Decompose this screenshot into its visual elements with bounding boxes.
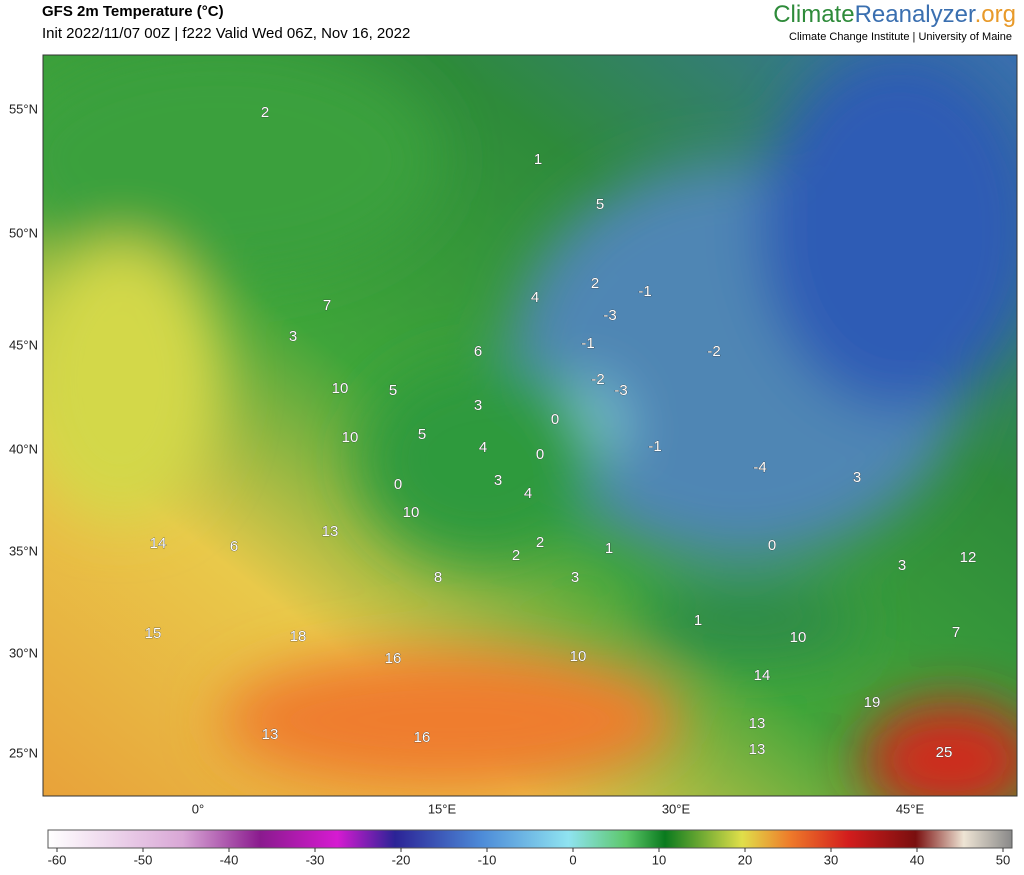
temperature-label: 4 [524,485,532,502]
colorbar-label: -50 [134,852,153,867]
title: GFS 2m Temperature (°C) [42,3,224,20]
institute: Climate Change Institute | University of… [789,31,1012,43]
temperature-label: 3 [494,472,502,489]
temperature-label: 6 [230,538,238,555]
temperature-label: 10 [332,380,349,397]
colorbar-label: -10 [478,852,497,867]
temperature-label: 3 [474,397,482,414]
temperature-label: 3 [898,557,906,574]
temperature-label: 4 [479,439,487,456]
colorbar-label: -60 [48,852,67,867]
temperature-label: 13 [262,726,279,743]
temperature-label: 7 [323,297,331,314]
temperature-label: 13 [749,715,766,732]
temperature-label: 0 [768,537,776,554]
temperature-label: 3 [289,328,297,345]
colorbar-label: 0 [569,852,576,867]
lon-label: 0° [192,801,204,816]
colorbar-label: -30 [306,852,325,867]
temperature-label: 5 [389,382,397,399]
temperature-label: 1 [605,540,613,557]
colorbar-label: -20 [392,852,411,867]
brand-part: .org [975,1,1016,28]
colorbar [47,829,1013,849]
temperature-label: -2 [707,343,720,360]
temperature-label: 14 [150,535,167,552]
temperature-label: 10 [342,429,359,446]
lon-label: 15°E [428,801,457,816]
temperature-label: 1 [694,612,702,629]
colorbar-label: 10 [652,852,666,867]
temperature-label: 13 [322,523,339,540]
temperature-label: -1 [638,283,651,300]
temperature-label: 16 [385,650,402,667]
colorbar-label: 30 [824,852,838,867]
lat-label: 35°N [9,543,38,558]
temperature-label: 10 [570,648,587,665]
temperature-label: 2 [261,104,269,121]
lat-label: 30°N [9,645,38,660]
temperature-label: 2 [536,534,544,551]
temperature-label: 19 [864,694,881,711]
colorbar-label: 40 [910,852,924,867]
lat-label: 40°N [9,441,38,456]
temperature-label: 3 [571,569,579,586]
temperature-label: 15 [145,625,162,642]
temperature-label: 7 [952,624,960,641]
temperature-label: 0 [536,446,544,463]
temperature-label: 12 [960,549,977,566]
temperature-label: 3 [853,469,861,486]
temperature-label: 4 [531,289,539,306]
temperature-label: 1 [534,151,542,168]
lat-label: 50°N [9,225,38,240]
temperature-label: 5 [418,426,426,443]
temperature-label: -2 [591,371,604,388]
colorbar-label: 50 [996,852,1010,867]
temperature-label: 0 [394,476,402,493]
temperature-label: 10 [790,629,807,646]
colorbar-label: -40 [220,852,239,867]
temperature-label: -1 [648,438,661,455]
lon-label: 45°E [896,801,925,816]
brand: ClimateReanalyzer.org [773,1,1016,28]
temperature-label: 0 [551,411,559,428]
lon-label: 30°E [662,801,691,816]
temperature-label: 2 [591,275,599,292]
subtitle: Init 2022/11/07 00Z | f222 Valid Wed 06Z… [42,25,410,42]
lat-label: 55°N [9,101,38,116]
map [43,55,1017,796]
brand-part: Climate [773,1,854,28]
lat-label: 25°N [9,745,38,760]
temperature-label: -4 [753,459,766,476]
temperature-label: 16 [414,729,431,746]
colorbar-label: 20 [738,852,752,867]
lat-label: 45°N [9,337,38,352]
temperature-label: 13 [749,741,766,758]
temperature-label: 8 [434,569,442,586]
temperature-label: 18 [290,628,307,645]
temperature-label: 2 [512,547,520,564]
temperature-label: -3 [603,307,616,324]
temperature-label: 5 [596,196,604,213]
temperature-label: -1 [581,335,594,352]
temperature-label: -3 [614,382,627,399]
temperature-label: 14 [754,667,771,684]
temperature-label: 25 [936,744,953,761]
brand-part: Reanalyzer [855,1,976,28]
temperature-label: 10 [403,504,420,521]
temperature-label: 6 [474,343,482,360]
map-frame [42,54,1018,797]
